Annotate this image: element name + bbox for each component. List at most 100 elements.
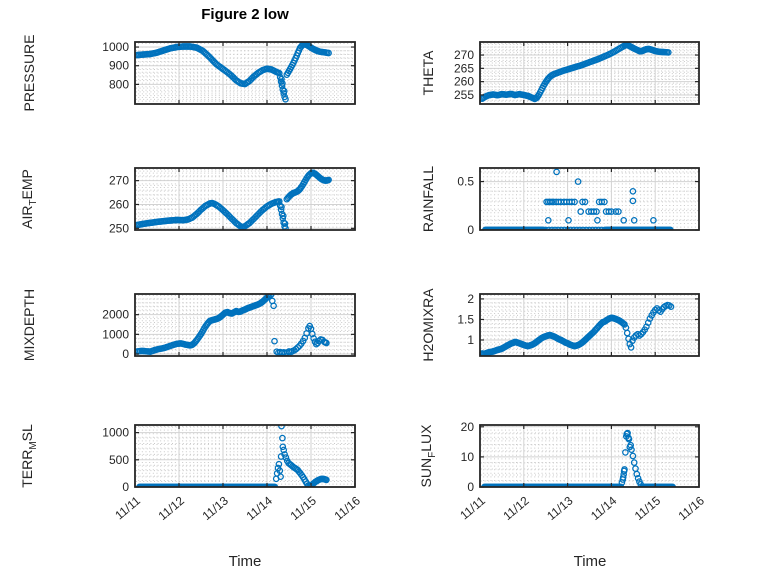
- x-tick-label: 11/11: [457, 493, 488, 522]
- minor-grid: [136, 43, 354, 103]
- y-tick-label: 1000: [102, 40, 129, 54]
- y-tick-label: 0: [122, 347, 129, 361]
- y-tick-label: 2000: [102, 308, 129, 322]
- y-tick-label: 10: [461, 450, 475, 464]
- y-tick-label: 260: [454, 75, 474, 89]
- tick-marks: [479, 168, 700, 231]
- tick-marks: [134, 425, 356, 488]
- ylabel-air-temp: AIRTEMP: [19, 169, 39, 229]
- x-tick-label: 11/14: [588, 493, 620, 523]
- ylabel-part: SL: [19, 424, 36, 442]
- series-markers: [135, 169, 332, 230]
- major-grid: [135, 425, 355, 487]
- series-markers: [480, 301, 675, 356]
- xlabel-time-left: Time: [228, 553, 262, 570]
- y-tick-label: 500: [109, 453, 129, 467]
- x-tick-label: 11/13: [544, 493, 576, 523]
- subplot-terr_msl: 0 500 1000 11/11 11/12 11/13 11/14 11/15 11/16: [102, 424, 364, 523]
- tick-marks: [134, 294, 356, 356]
- series-markers: [481, 168, 674, 230]
- minor-grid: [481, 295, 698, 355]
- x-tick-label: 11/14: [244, 493, 276, 523]
- y-tick-label: 265: [454, 61, 474, 75]
- ylabel-rainfall: RAINFALL: [420, 166, 436, 232]
- y-tick-label: 900: [109, 59, 129, 73]
- axes-box: [479, 41, 700, 105]
- axes-box: [134, 424, 356, 488]
- subplot-mixdepth: 0 1000 2000: [102, 293, 356, 361]
- axes-box: [479, 293, 700, 357]
- tick-marks: [479, 42, 700, 104]
- ylabel-part: H2OMIXRA: [420, 288, 436, 362]
- ylabel-part: T: [27, 199, 39, 206]
- series-markers: [135, 294, 330, 356]
- tick-marks: [134, 168, 356, 230]
- y-tick-label: 270: [109, 174, 129, 188]
- y-tick-label: 0: [467, 480, 474, 494]
- x-tick-label: 11/12: [156, 493, 188, 523]
- minor-grid: [481, 169, 698, 229]
- axes-box: [134, 167, 356, 231]
- major-grid: [480, 425, 699, 487]
- ylabel-part: AIR: [19, 205, 36, 229]
- ylabel-mixdepth: MIXDEPTH: [21, 289, 37, 361]
- ylabel-terr-msl: TERRMSL: [19, 424, 39, 488]
- subplot-rainfall: 00.5: [457, 167, 700, 237]
- y-tick-label: 0.5: [457, 175, 474, 189]
- y-tick-label: 270: [454, 48, 474, 62]
- ylabel-part: RAINFALL: [420, 165, 436, 233]
- x-tick-label: 11/15: [288, 493, 320, 523]
- minor-grid: [136, 169, 354, 229]
- y-tick-label: 0: [467, 223, 474, 237]
- x-tick-label: 11/11: [112, 493, 143, 522]
- subplot-air_temp: 250 260 270: [109, 167, 356, 235]
- ylabel-part: PRESSURE: [21, 34, 37, 112]
- axes-box: [479, 424, 700, 488]
- ylabel-part: M: [27, 441, 39, 450]
- y-tick-label: 1000: [102, 327, 129, 341]
- axes-box: [134, 41, 356, 105]
- tick-marks: [479, 425, 700, 488]
- x-tick-label: 11/16: [676, 493, 708, 523]
- y-tick-label: 1.5: [457, 312, 474, 326]
- subplot-pressure: 800 900 1000: [102, 40, 356, 105]
- y-tick-label: 1: [467, 333, 474, 347]
- tick-marks: [479, 294, 700, 356]
- xlabel-time-right: Time: [573, 553, 607, 570]
- x-tick-label: 11/15: [632, 493, 664, 523]
- figure-title: Figure 2 low: [201, 6, 289, 23]
- subplot-h2omixra: 11.52: [457, 292, 700, 357]
- y-tick-label: 20: [461, 420, 475, 434]
- ylabel-part: TERR: [19, 449, 36, 488]
- x-tick-label: 11/16: [332, 493, 364, 523]
- ylabel-part: LUX: [418, 424, 435, 452]
- y-tick-label: 250: [109, 221, 129, 235]
- y-tick-label: 800: [109, 77, 129, 91]
- minor-grid: [136, 295, 354, 355]
- ylabel-theta: THETA: [420, 51, 436, 96]
- ylabel-h2omixra: H2OMIXRA: [420, 288, 436, 361]
- y-tick-label: 0: [122, 480, 129, 494]
- ylabel-part: EMP: [19, 169, 36, 200]
- series-markers: [480, 42, 672, 103]
- axes-box: [479, 167, 700, 231]
- major-grid: [480, 168, 699, 230]
- ylabel-part: SUN: [418, 457, 435, 488]
- y-tick-label: 260: [109, 197, 129, 211]
- ylabel-part: THETA: [420, 50, 436, 96]
- y-tick-label: 1000: [102, 426, 129, 440]
- series-markers: [135, 42, 332, 103]
- minor-grid: [481, 426, 698, 486]
- ylabel-part: MIXDEPTH: [21, 288, 37, 362]
- x-tick-label: 11/12: [500, 493, 532, 523]
- tick-marks: [134, 42, 356, 104]
- subplot-sun_flux: 0 10 20 11/11 11/12 11/13 11/14 11/15 11/16: [457, 420, 707, 523]
- x-tick-label: 11/13: [200, 493, 232, 523]
- minor-grid: [136, 426, 354, 486]
- y-tick-label: 255: [454, 88, 474, 102]
- ylabel-pressure: PRESSURE: [21, 34, 37, 111]
- ylabel-sun-flux: SUNFLUX: [418, 425, 438, 488]
